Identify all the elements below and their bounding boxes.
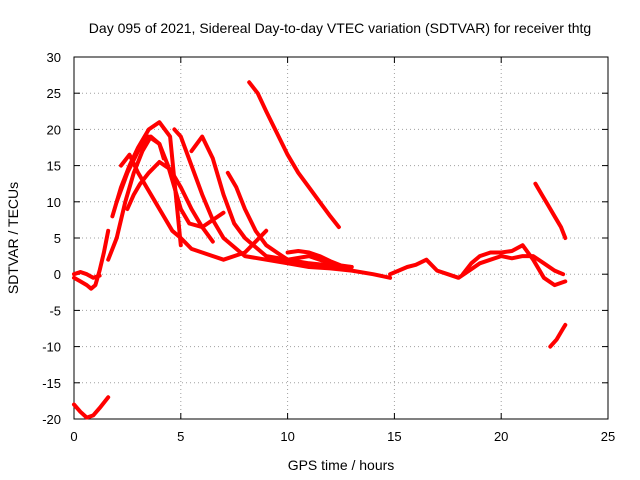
chart-title: Day 095 of 2021, Sidereal Day-to-day VTE… [89,20,591,36]
series-arc-night-negative [548,322,568,349]
series-arc-near-zero-start [72,270,102,280]
x-tick-label: 10 [280,429,294,444]
series-arc-quiet-noon [388,254,566,280]
series-arc-night-descent [533,181,568,240]
series-arc-decay-c [225,170,354,269]
y-tick-label: -5 [49,303,61,318]
axis-ticks: 0 5 10 15 20 25 -20 -15 -10 -5 0 5 10 15 20 25 30 [42,50,615,444]
y-axis-label: SDTVAR / TECUs [5,182,21,294]
series-arc-morning-rise [72,228,111,291]
x-tick-label: 5 [177,429,184,444]
series-arc-early-negative [72,395,111,420]
x-tick-label: 25 [601,429,615,444]
y-tick-label: -20 [42,412,61,427]
y-tick-label: -10 [42,340,61,355]
grid [74,57,608,419]
series-arc-late-descent [247,80,341,230]
x-tick-label: 15 [387,429,401,444]
series-arc-peak-e [125,160,215,244]
y-tick-label: 25 [47,86,61,101]
y-tick-label: -15 [42,376,61,391]
y-tick-label: 20 [47,122,61,137]
series-arc-decay-a [172,127,393,280]
x-tick-label: 20 [494,429,508,444]
y-tick-label: 30 [47,50,61,65]
x-tick-label: 0 [70,429,77,444]
series-group [72,80,568,420]
y-tick-label: 10 [47,195,61,210]
y-tick-label: 0 [54,267,61,282]
y-tick-label: 15 [47,159,61,174]
y-tick-label: 5 [54,231,61,246]
series-arc-mid-hump [285,249,354,269]
x-axis-label: GPS time / hours [288,457,395,473]
series-arc-evening-bump [460,243,568,288]
series-arc-peak-d [119,152,269,262]
series-arc-decay-b [189,134,333,266]
